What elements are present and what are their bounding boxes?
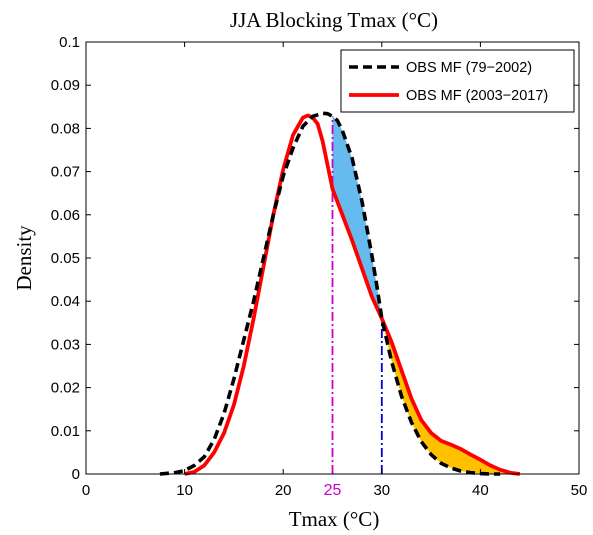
y-tick-label: 0.08 (51, 120, 80, 137)
legend-label: OBS MF (2003−2017) (406, 88, 548, 104)
x-axis-label: Tmax (°C) (289, 507, 380, 531)
y-tick-label: 0.02 (51, 380, 80, 397)
x-tick-label: 20 (275, 482, 292, 499)
y-tick-label: 0 (72, 466, 80, 483)
x-tick-label: 50 (571, 482, 588, 499)
y-tick-label: 0.1 (59, 34, 80, 51)
y-tick-label: 0.01 (51, 423, 80, 440)
y-tick-label: 0.04 (51, 293, 80, 310)
x-axis: 0 10 20 30 40 50 25 (82, 42, 588, 499)
shaded-region-1 (332, 116, 382, 319)
legend-box (340, 49, 575, 113)
x-tick-label: 40 (472, 482, 489, 499)
legend-label: OBS MF (79−2002) (406, 60, 532, 76)
x-tick-label: 0 (82, 482, 90, 499)
chart-title: JJA Blocking Tmax (°C) (230, 8, 438, 32)
y-axis-label: Density (12, 225, 36, 291)
y-tick-label: 0.03 (51, 336, 80, 353)
series-line-obs-79-2002 (159, 111, 501, 476)
median-marker-label: 25 (324, 482, 342, 499)
y-tick-label: 0.07 (51, 164, 80, 181)
x-tick-label: 10 (176, 482, 193, 499)
marker-lines (331, 116, 383, 474)
series-line-obs-2003-2017 (184, 113, 521, 476)
y-axis: 0 0.01 0.02 0.03 0.04 0.05 0.06 0.07 0.08 0.09 0.1 (51, 34, 579, 483)
series-lines (159, 111, 521, 476)
y-tick-label: 0.05 (51, 250, 80, 267)
y-tick-label: 0.06 (51, 207, 80, 224)
legend: OBS MF (79−2002) OBS MF (2003−2017) (340, 49, 575, 113)
x-tick-label: 30 (373, 482, 390, 499)
y-tick-label: 0.09 (51, 77, 80, 94)
